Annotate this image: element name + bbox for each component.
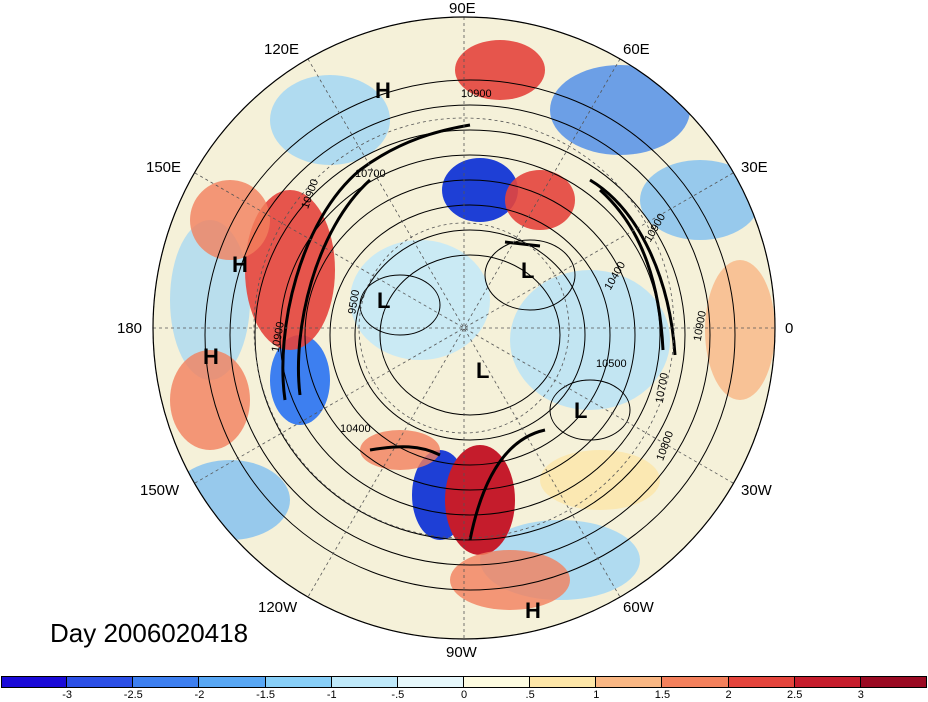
colorbar-tick-label: -2	[194, 689, 205, 701]
colorbar-tick-label: 2	[725, 689, 732, 701]
lon-label-150w: 150W	[140, 482, 180, 499]
colorbar-tick-label: -.5	[391, 689, 405, 701]
colorbar-segment	[67, 676, 134, 688]
lon-label-120e: 120E	[264, 41, 300, 58]
high-pressure-center: H	[525, 598, 541, 623]
lon-label-0: 0	[785, 320, 794, 337]
colorbar-tick-label: -1.5	[256, 689, 276, 701]
lon-label-60w: 60W	[623, 599, 654, 616]
colorbar-segment	[662, 676, 729, 688]
colorbar-frame	[1, 676, 927, 688]
lon-label-180: 180	[117, 320, 143, 337]
colorbar-segment	[397, 676, 464, 688]
contour-label: 10400	[340, 423, 371, 435]
map-boundary	[152, 16, 776, 640]
colorbar-segment	[464, 676, 531, 688]
colorbar-segment	[794, 676, 861, 688]
colorbar-tick-label: 2.5	[787, 689, 803, 701]
contour-label: 10700	[355, 168, 386, 180]
lon-label-30e: 30E	[741, 159, 768, 176]
low-pressure-center: L	[476, 358, 490, 383]
colorbar-tick-label: -2.5	[123, 689, 143, 701]
colorbar-tick-label: -1	[326, 689, 337, 701]
lon-label-90e: 90E	[449, 0, 476, 17]
lon-label-30w: 30W	[741, 482, 772, 499]
high-pressure-center: H	[375, 78, 391, 103]
colorbar-segment	[265, 676, 332, 688]
colorbar-segment	[1, 676, 68, 688]
lon-label-120w: 120W	[258, 599, 298, 616]
colorbar-segment	[199, 676, 266, 688]
low-pressure-center: L	[574, 398, 588, 423]
colorbar-tick-label: .5	[525, 689, 535, 701]
contour-label: 10500	[596, 358, 627, 370]
colorbar-segment	[728, 676, 795, 688]
colorbar-segment	[596, 676, 663, 688]
lon-label-90w: 90W	[446, 644, 477, 661]
low-pressure-center: L	[377, 288, 391, 313]
colorbar-tick-label: 0	[460, 689, 468, 701]
height-contours	[204, 79, 736, 591]
lon-label-150e: 150E	[146, 159, 182, 176]
high-pressure-center: H	[203, 344, 219, 369]
jet-contours	[281, 123, 677, 541]
colorbar-segment	[530, 676, 597, 688]
contour-label: 10900	[461, 88, 492, 100]
colorbar-segment	[331, 676, 398, 688]
high-pressure-center: H	[232, 252, 248, 277]
colorbar-tick-label: 1.5	[654, 689, 671, 701]
plot-title: Day 2006020418	[50, 618, 249, 648]
low-pressure-center: L	[521, 258, 535, 283]
colorbar-segment	[133, 676, 200, 688]
lon-label-60e: 60E	[623, 41, 650, 58]
colorbar-tick-label: 1	[593, 689, 600, 701]
colorbar-tick-label: -3	[62, 689, 73, 701]
colorbar-tick-label: 3	[857, 689, 864, 701]
